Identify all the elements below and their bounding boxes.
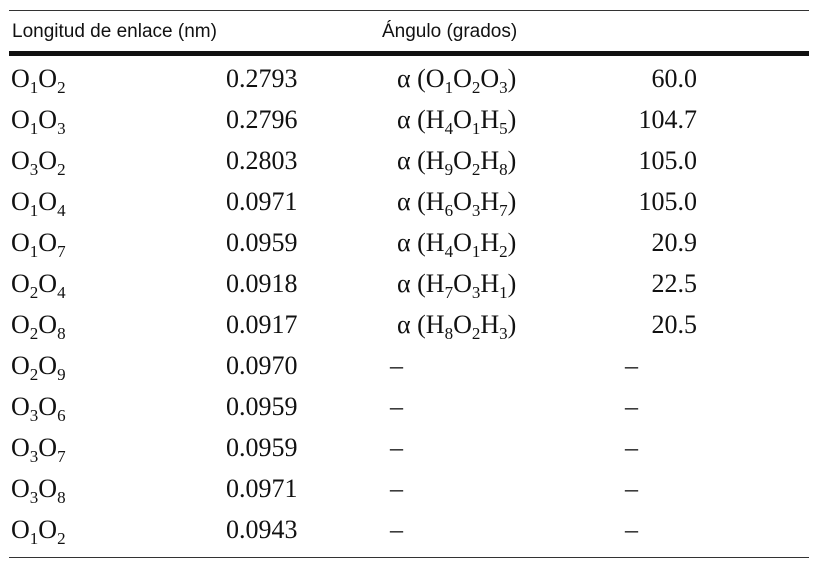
angle-value-cell: 20.9: [651, 228, 698, 257]
angle-label-cell: α (H6O3H7): [397, 187, 517, 220]
length-cell: 0.2793: [226, 64, 298, 93]
table-row: O2O4 0.0918 α (H7O3H1) 22.5: [0, 263, 818, 304]
angle-label-cell: α (H9O2H8): [397, 146, 517, 179]
bond-cell: O1O3: [11, 105, 66, 138]
bond-cell: O1O2: [11, 64, 66, 97]
header-angle: Ángulo (grados): [382, 21, 518, 42]
angle-label-cell: α (H4O1H5): [397, 105, 517, 138]
bond-cell: O2O9: [11, 351, 66, 384]
table-row: O3O6 0.0959 – –: [0, 386, 818, 427]
angle-label-cell: α (O1O2O3): [397, 64, 517, 97]
angle-label-cell: –: [390, 515, 403, 544]
bond-cell: O1O2: [11, 515, 66, 548]
length-cell: 0.0959: [226, 392, 298, 421]
table-row: O1O7 0.0959 α (H4O1H2) 20.9: [0, 222, 818, 263]
table-top-rule: [9, 10, 809, 11]
angle-value-cell: –: [625, 474, 638, 503]
length-cell: 0.0970: [226, 351, 298, 380]
angle-value-cell: 104.7: [638, 105, 698, 134]
angle-label-cell: –: [390, 392, 403, 421]
angle-value-cell: 105.0: [638, 146, 698, 175]
bond-cell: O3O6: [11, 392, 66, 425]
angle-label-cell: α (H7O3H1): [397, 269, 517, 302]
length-cell: 0.0971: [226, 474, 298, 503]
length-cell: 0.0971: [226, 187, 298, 216]
table-row: O3O8 0.0971 – –: [0, 468, 818, 509]
header-bond-length: Longitud de enlace (nm): [12, 21, 217, 42]
bond-cell: O3O8: [11, 474, 66, 507]
length-cell: 0.0959: [226, 228, 298, 257]
bond-cell: O1O4: [11, 187, 66, 220]
length-cell: 0.0959: [226, 433, 298, 462]
bond-cell: O2O8: [11, 310, 66, 343]
table-row: O1O4 0.0971 α (H6O3H7) 105.0: [0, 181, 818, 222]
table-body: O1O2 0.2793 α (O1O2O3) 60.0 O1O3 0.2796 α (H4O…: [0, 58, 818, 550]
bond-cell: O3O7: [11, 433, 66, 466]
bond-cell: O2O4: [11, 269, 66, 302]
angle-value-cell: 20.5: [651, 310, 698, 339]
angle-label-cell: –: [390, 351, 403, 380]
bond-cell: O1O7: [11, 228, 66, 261]
table-row: O2O9 0.0970 – –: [0, 345, 818, 386]
length-cell: 0.0918: [226, 269, 298, 298]
angle-value-cell: –: [625, 515, 638, 544]
angle-label-cell: α (H8O2H3): [397, 310, 517, 343]
table-row: O1O2 0.0943 – –: [0, 509, 818, 550]
length-cell: 0.0917: [226, 310, 298, 339]
table-header-rule: [9, 51, 809, 56]
angle-value-cell: 105.0: [638, 187, 698, 216]
table-row: O1O3 0.2796 α (H4O1H5) 104.7: [0, 99, 818, 140]
length-cell: 0.2796: [226, 105, 298, 134]
table-bottom-rule: [9, 557, 809, 558]
angle-value-cell: –: [625, 433, 638, 462]
angle-value-cell: –: [625, 351, 638, 380]
angle-label-cell: –: [390, 433, 403, 462]
table-row: O2O8 0.0917 α (H8O2H3) 20.5: [0, 304, 818, 345]
table-row: O1O2 0.2793 α (O1O2O3) 60.0: [0, 58, 818, 99]
table-row: O3O2 0.2803 α (H9O2H8) 105.0: [0, 140, 818, 181]
table-row: O3O7 0.0959 – –: [0, 427, 818, 468]
angle-label-cell: –: [390, 474, 403, 503]
angle-label-cell: α (H4O1H2): [397, 228, 517, 261]
angle-value-cell: 60.0: [651, 64, 698, 93]
length-cell: 0.0943: [226, 515, 298, 544]
angle-value-cell: –: [625, 392, 638, 421]
angle-value-cell: 22.5: [651, 269, 698, 298]
length-cell: 0.2803: [226, 146, 298, 175]
bond-cell: O3O2: [11, 146, 66, 179]
